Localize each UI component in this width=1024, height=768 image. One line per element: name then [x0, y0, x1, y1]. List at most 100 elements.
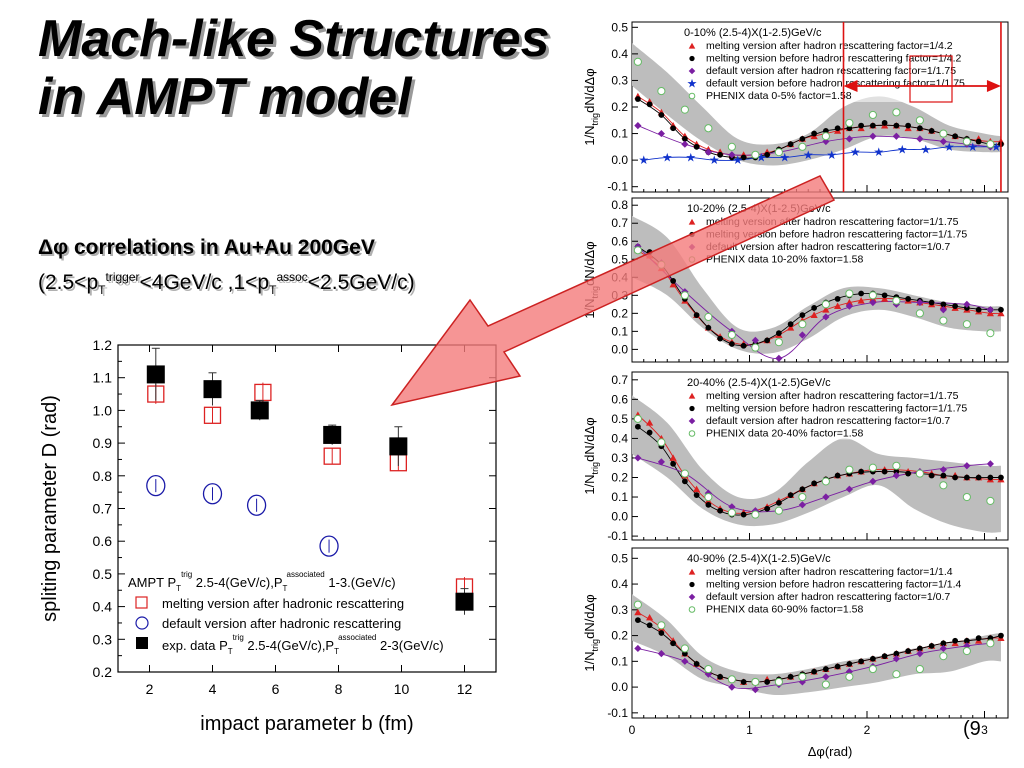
y-tick-label: 0.2 [611, 306, 628, 320]
data-point [811, 668, 818, 675]
x-tick-label: 2 [864, 723, 871, 737]
data-point [892, 108, 901, 117]
data-point [657, 650, 665, 658]
legend-label: melting version before hadron rescatteri… [706, 229, 967, 241]
delta-phi-symbol: Δφ [38, 236, 69, 259]
data-point [916, 645, 923, 652]
x-tick-label: 1 [746, 723, 753, 737]
data-point [704, 492, 713, 502]
data-point [892, 461, 901, 470]
legend-backdrop [702, 603, 1002, 616]
y-tick-label: 0.5 [611, 20, 628, 34]
legend-text-part: 1-3.(GeV/c) [325, 575, 396, 590]
legend-text-part: trig [233, 633, 244, 642]
data-point [834, 302, 842, 310]
data-point [799, 312, 806, 319]
data-point [892, 471, 900, 480]
data-point [717, 507, 724, 514]
panel-panel-0-10: -0.1 0.0 0.1 0.2 0.3 0.4 0.5 1/NtrigdN/dΔφ ★ ★ ★ ★ ★… [582, 20, 1009, 194]
y-label-part: dN/dΔφ [582, 417, 597, 462]
data-point [939, 481, 948, 490]
y-label-part: trig [590, 462, 600, 475]
panel-y-label: 1/NtrigdN/dΔφ [582, 417, 600, 494]
data-point [916, 650, 924, 658]
legend-label: melting version after hadron rescatterin… [706, 216, 959, 228]
panel-title: 20-40% (2.5-4)X(1-2.5)GeV/c [687, 377, 831, 389]
data-point [845, 465, 854, 474]
data-point [939, 129, 948, 138]
y-tick-label: 0.1 [611, 490, 628, 504]
data-point [704, 148, 712, 156]
data-point [975, 306, 982, 313]
panel-title: 40-90% (2.5-4)X(1-2.5)GeV/c [687, 553, 831, 565]
data-point [952, 303, 959, 310]
legend-text-part: T [228, 647, 233, 656]
data-point [680, 644, 689, 653]
legend-label: PHENIX data 20-40% factor=1.58 [706, 428, 863, 440]
y-tick-label: 0.6 [611, 392, 628, 406]
y-label-part: dN/dΔφ [582, 594, 597, 639]
exp-point [323, 425, 342, 444]
data-point [657, 129, 665, 138]
legend-text-part: 2.5-4(GeV/c),P [192, 575, 282, 590]
data-point [775, 500, 782, 506]
page-number: (9 [963, 718, 981, 740]
y-label-part: 1/N [582, 651, 597, 671]
y-label-part: trig [590, 639, 600, 652]
data-point [798, 501, 806, 509]
data-point [986, 496, 995, 506]
data-point [997, 309, 1005, 317]
data-point [939, 316, 948, 325]
data-point [986, 329, 995, 338]
data-point [963, 474, 970, 481]
data-point [633, 246, 642, 255]
panel-panel-10-20: 0.0 0.1 0.2 0.3 0.4 0.5 0.6 0.7 0.8 1/NtrigdN/dΔφ… [582, 197, 1009, 363]
data-point: ★ [873, 145, 884, 159]
data-point [892, 670, 901, 679]
legend-backdrop [702, 427, 1002, 440]
data-point [939, 137, 947, 146]
y-tick-label: 0.7 [611, 373, 628, 387]
data-point [939, 644, 947, 653]
y-tick-label: 0.0 [611, 153, 628, 167]
data-point [798, 320, 807, 329]
data-point [764, 337, 771, 344]
y-tick-label: 0.1 [611, 127, 628, 141]
y-axis-label: spliting parameter D (rad) [39, 395, 61, 622]
data-point [868, 291, 877, 300]
exp-point [146, 365, 165, 384]
data-point [657, 621, 666, 630]
x-tick-label: 8 [335, 681, 343, 697]
data-point [822, 493, 830, 501]
data-point [869, 655, 876, 662]
data-point [634, 96, 641, 102]
data-point: ★ [920, 143, 931, 157]
legend-backdrop [702, 90, 1002, 102]
data-point [634, 121, 642, 130]
data-point [798, 672, 807, 681]
y-tick-label: 0.3 [611, 288, 628, 302]
data-point [858, 658, 865, 665]
default-point [246, 494, 267, 516]
data-point [822, 666, 829, 672]
data-point [764, 679, 771, 685]
data-point [646, 429, 653, 436]
x-tick-label: 3 [981, 723, 988, 737]
data-point [740, 679, 747, 685]
data-point [774, 148, 783, 157]
data-point [915, 664, 924, 674]
data-point [845, 118, 854, 128]
range-sup: trigger [105, 270, 140, 284]
slide-subtitle: Δφ correlations in Au+Au 200GeV [38, 236, 375, 260]
y-tick-label: 0.5 [611, 252, 628, 266]
data-point [811, 480, 818, 487]
data-point [881, 295, 889, 302]
y-tick-label: 0.4 [611, 47, 628, 61]
y-tick-label: 1.1 [93, 370, 113, 386]
data-point [963, 305, 970, 311]
legend-label: melting version after hadron rescatterin… [706, 390, 959, 402]
legend-label: melting version after hadron rescatterin… [706, 40, 953, 52]
y-tick-label: -0.1 [607, 180, 628, 194]
data-point [940, 472, 947, 479]
data-point [963, 637, 970, 644]
